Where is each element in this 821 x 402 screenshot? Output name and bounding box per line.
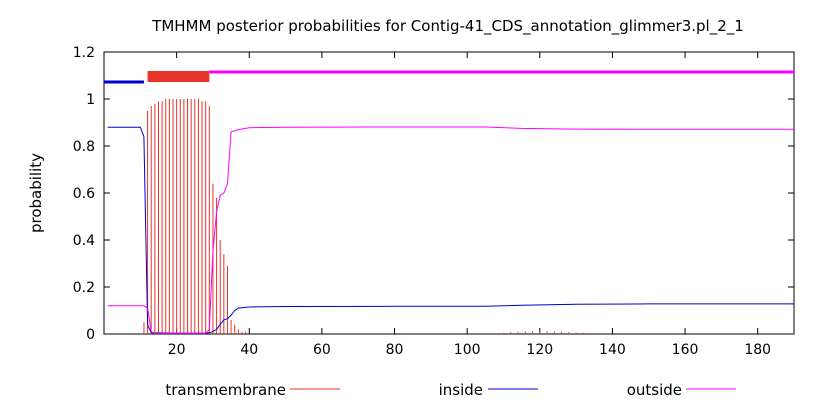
inside-line	[107, 126, 794, 334]
x-tick-label: 160	[672, 342, 699, 358]
legend-label-inside: inside	[439, 381, 483, 399]
x-tick-label: 180	[744, 342, 771, 358]
chart-title: TMHMM posterior probabilities for Contig…	[151, 17, 744, 36]
outside-line	[107, 126, 794, 334]
y-tick-label: 0	[86, 327, 95, 343]
axis-ticks: 20 40 60 80 100 120 140 160 180 0 0.2 0.4 0.6 0.8 1 1.2	[73, 45, 794, 358]
y-tick-label: 0.8	[73, 139, 95, 155]
x-tick-label: 100	[454, 342, 481, 358]
plot-frame	[103, 51, 795, 335]
y-tick-label: 0.6	[73, 186, 95, 202]
y-axis-label: probability	[27, 153, 45, 233]
y-tick-label: 0.4	[73, 233, 95, 249]
x-tick-label: 120	[526, 342, 553, 358]
legend-label-outside: outside	[627, 381, 682, 399]
legend: transmembrane inside outside	[165, 381, 736, 399]
data-marks	[104, 70, 794, 334]
x-tick-label: 80	[386, 342, 404, 358]
y-tick-label: 1	[86, 92, 95, 108]
topology-transmembrane-segment	[147, 71, 210, 82]
y-tick-label: 0.2	[73, 280, 95, 296]
x-tick-label: 40	[240, 342, 258, 358]
x-tick-label: 140	[599, 342, 626, 358]
x-tick-label: 20	[168, 342, 186, 358]
y-tick-label: 1.2	[73, 45, 95, 61]
legend-label-transmembrane: transmembrane	[165, 381, 286, 399]
x-tick-label: 60	[313, 342, 331, 358]
